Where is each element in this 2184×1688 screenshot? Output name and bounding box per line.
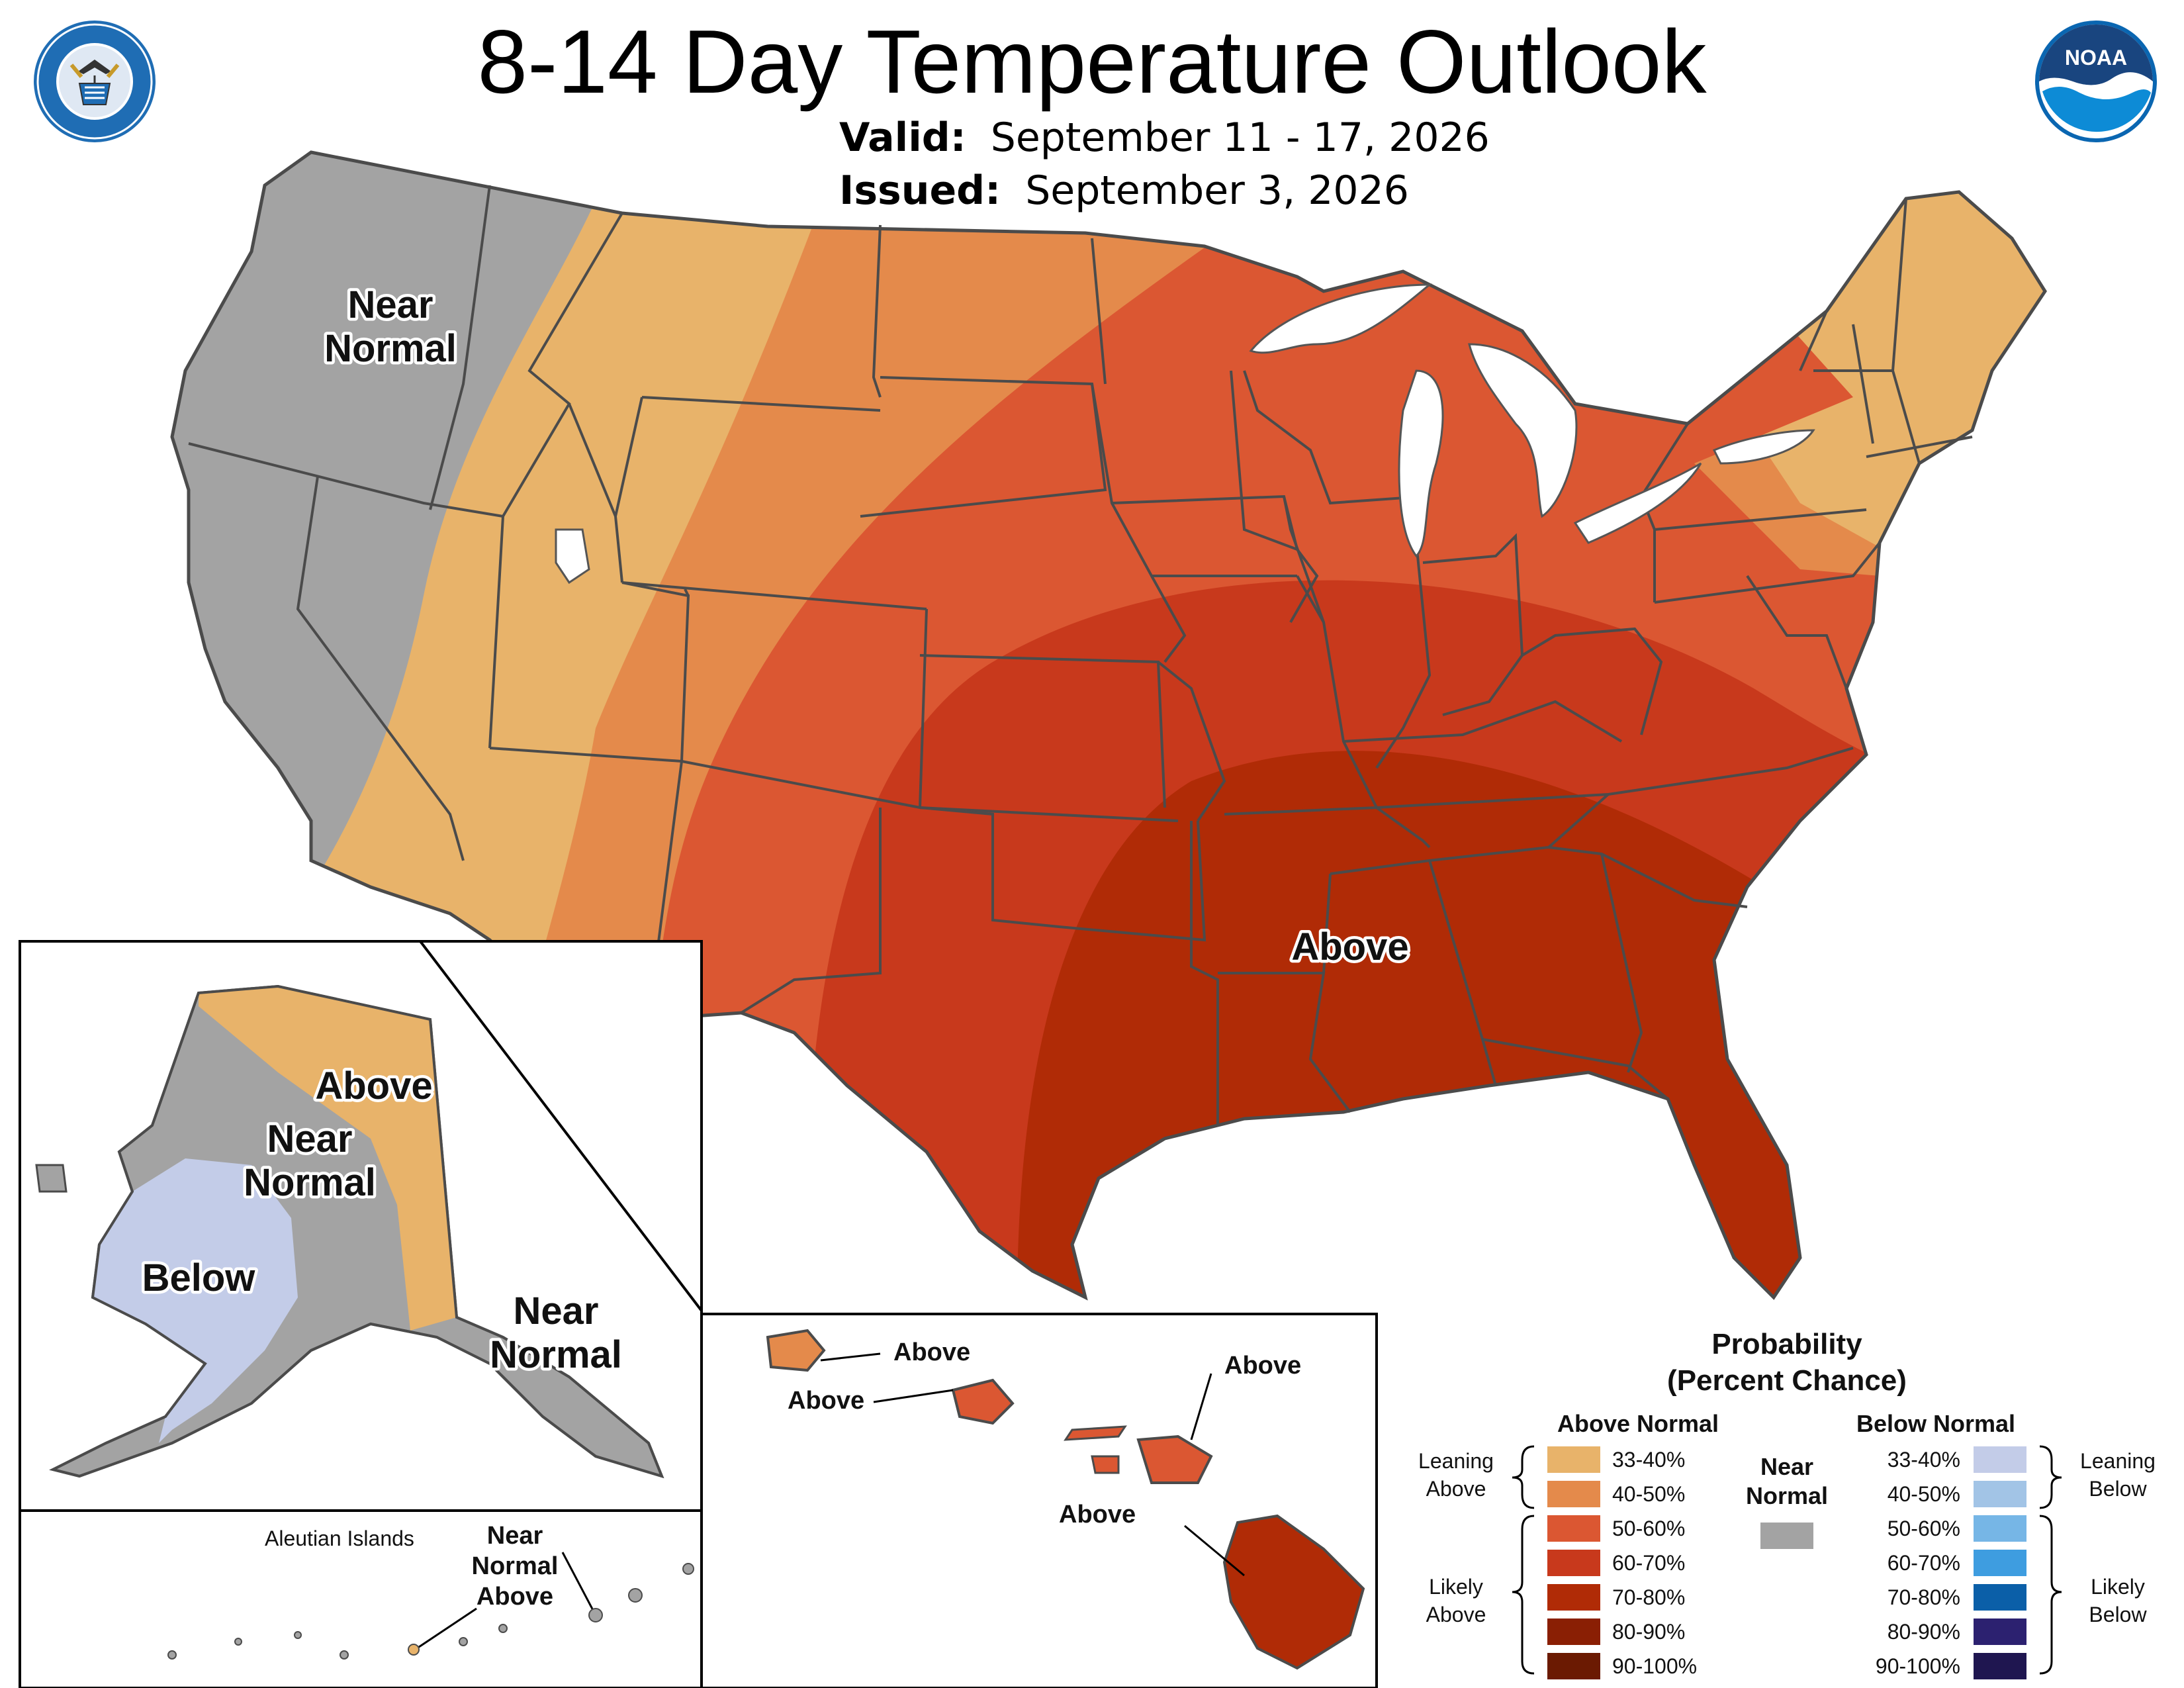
legend-above-swatch-6 — [1547, 1653, 1600, 1679]
legend-below-label-0: 33-40% — [1888, 1448, 1960, 1472]
legend-title-2: (Percent Chance) — [1667, 1364, 1907, 1397]
legend-below-label-5: 80-90% — [1888, 1620, 1960, 1644]
island-oahu — [951, 1378, 1015, 1425]
legend-below-swatch-5 — [1974, 1618, 2026, 1645]
hawaii-label-kauai: Above — [893, 1338, 970, 1366]
legend-below-items: 33-40% 40-50% 50-60% 60-70% 70-80% 80-90% 90-1… — [1876, 1446, 2026, 1679]
legend-below-swatch-4 — [1974, 1584, 2026, 1611]
state-boundaries — [170, 150, 2047, 1301]
hawaii-label-oahu: Above — [788, 1387, 864, 1415]
zone-near-normal-west — [172, 152, 622, 927]
legend-above-swatch-3 — [1547, 1550, 1600, 1576]
legend-above-label-6: 90-100% — [1612, 1654, 1697, 1678]
legend: Probability (Percent Chance) Above Norma… — [1418, 1328, 2156, 1679]
noaa-logo: NOAA — [2035, 21, 2157, 142]
legend-below-header: Below Normal — [1856, 1410, 2015, 1437]
map-title: 8-14 Day Temperature Outlook — [477, 11, 1707, 112]
lake-michigan — [1398, 369, 1444, 558]
valid-dates: September 11 - 17, 2026 — [990, 115, 1490, 161]
alaska-label-above: Above — [315, 1064, 432, 1107]
legend-above-swatch-1 — [1547, 1481, 1600, 1507]
noaa-logo-text: NOAA — [2065, 46, 2127, 70]
legend-above-swatch-2 — [1547, 1515, 1600, 1542]
lake-ontario — [1712, 429, 1815, 465]
legend-title-1: Probability — [1711, 1328, 1862, 1360]
legend-below-label-4: 70-80% — [1888, 1585, 1960, 1609]
legend-above-label-4: 70-80% — [1612, 1585, 1685, 1609]
legend-below-label-1: 40-50% — [1888, 1482, 1960, 1506]
aleutians-title: Aleutian Islands — [265, 1526, 414, 1550]
island-kauai — [766, 1329, 826, 1372]
legend-braces — [1512, 1445, 2062, 1675]
valid-line: Valid: September 11 - 17, 2026 — [839, 114, 1490, 162]
island-lanai — [1091, 1455, 1120, 1474]
legend-below-swatch-0 — [1974, 1446, 2026, 1473]
legend-above-label-2: 50-60% — [1612, 1517, 1685, 1540]
great-salt-lake — [555, 528, 590, 585]
legend-below-swatch-1 — [1974, 1481, 2026, 1507]
legend-above-items: 33-40% 40-50% 50-60% 60-70% 70-80% 80-90% 90-1… — [1547, 1446, 1697, 1679]
alaska-inset: Above Near Normal Below Near Normal — [19, 940, 703, 1512]
issued-line: Issued: September 3, 2026 — [839, 167, 1409, 214]
aleutians-label: Near Normal Above — [472, 1522, 559, 1611]
legend-below-label-6: 90-100% — [1876, 1654, 1960, 1678]
alaska-panhandle-label: Near Normal — [490, 1289, 622, 1376]
hawaii-inset: Above Above Above Above — [700, 1313, 1378, 1688]
legend-above-swatch-4 — [1547, 1584, 1600, 1611]
legend-above-label-5: 80-90% — [1612, 1620, 1685, 1644]
island-hawaii — [1222, 1514, 1365, 1670]
issued-label: Issued: — [839, 167, 1001, 214]
legend-below-label-2: 50-60% — [1888, 1517, 1960, 1540]
legend-above-label-0: 33-40% — [1612, 1448, 1685, 1472]
island-molokai — [1064, 1425, 1127, 1441]
legend-below-label-3: 60-70% — [1888, 1551, 1960, 1575]
issued-date: September 3, 2026 — [1025, 167, 1409, 214]
legend-likely-below: Likely Below — [2089, 1575, 2147, 1626]
alaska-shape — [35, 984, 664, 1479]
label-northwest-near-normal: Near Normal — [324, 283, 457, 370]
legend-leaning-below: Leaning Below — [2080, 1449, 2156, 1501]
legend-above-swatch-0 — [1547, 1446, 1600, 1473]
legend-leaning-above: Leaning Above — [1418, 1449, 1494, 1501]
legend-below-swatch-3 — [1974, 1550, 2026, 1576]
alaska-label-below: Below — [142, 1256, 256, 1299]
legend-below-swatch-2 — [1974, 1515, 2026, 1542]
legend-likely-above: Likely Above — [1426, 1575, 1486, 1626]
legend-above-swatch-5 — [1547, 1618, 1600, 1645]
hawaii-label-big-island: Above — [1059, 1501, 1136, 1528]
hawaii-label-maui: Above — [1224, 1352, 1301, 1380]
legend-above-label-3: 60-70% — [1612, 1551, 1685, 1575]
lake-huron — [1468, 343, 1578, 518]
legend-near-swatch — [1760, 1523, 1813, 1549]
commerce-seal-logo — [34, 21, 156, 142]
lake-superior — [1249, 283, 1433, 354]
valid-label: Valid: — [839, 115, 966, 161]
island-maui — [1136, 1434, 1213, 1484]
label-southeast-above: Above — [1291, 925, 1408, 968]
legend-below-swatch-6 — [1974, 1653, 2026, 1679]
legend-above-label-1: 40-50% — [1612, 1482, 1685, 1506]
legend-near-header: Near Normal — [1746, 1453, 1828, 1509]
zone-likely-above-70-80 — [1017, 751, 2045, 1297]
great-lakes — [555, 283, 1815, 585]
aleutians-inset: Aleutian Islands Near Normal Above — [19, 1509, 703, 1688]
legend-above-header: Above Normal — [1557, 1410, 1719, 1437]
alaska-label-near-normal: Near Normal — [244, 1117, 376, 1204]
lake-erie — [1573, 462, 1702, 544]
